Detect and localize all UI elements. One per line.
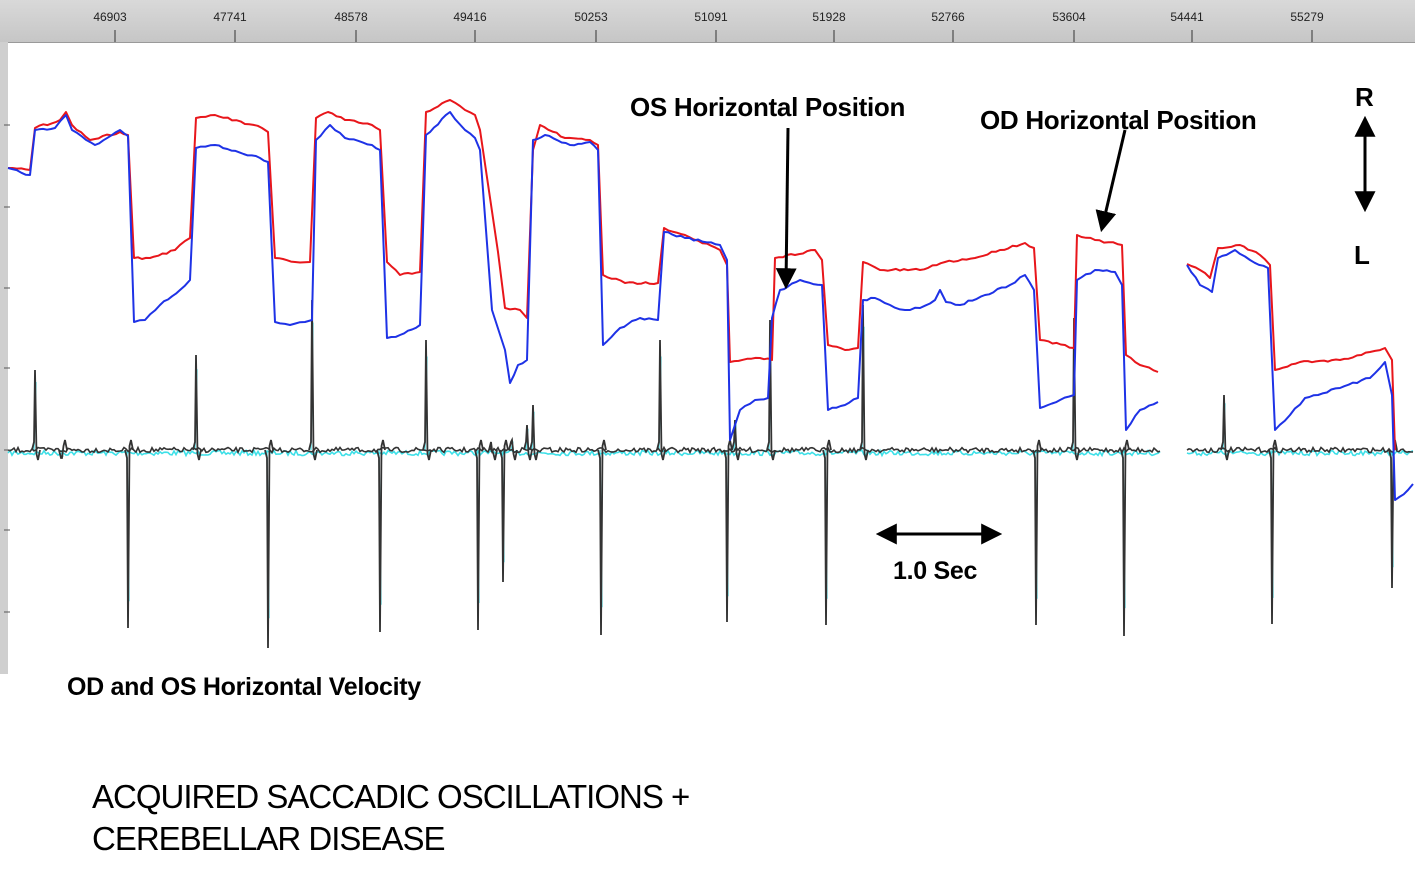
velocity-spike xyxy=(731,419,741,461)
ruler-tick-label: 49416 xyxy=(453,10,487,24)
ruler-tick-label: 46903 xyxy=(93,10,127,24)
velocity-spike xyxy=(499,439,509,583)
ruler-tick-label: 53604 xyxy=(1052,10,1086,24)
velocity-spike xyxy=(523,424,533,461)
velocity-spike xyxy=(474,439,484,631)
velocity-spike xyxy=(264,439,274,649)
velocity-spike xyxy=(529,404,539,461)
velocity-spike xyxy=(31,369,41,461)
ruler-tick-label: 51091 xyxy=(694,10,728,24)
ruler-tick-label: 47741 xyxy=(213,10,247,24)
ruler-tick-label: 50253 xyxy=(574,10,608,24)
velocity-spike xyxy=(1268,439,1278,625)
velocity-spike xyxy=(656,339,666,461)
velocity-spike xyxy=(488,441,498,461)
ruler-tick-label: 48578 xyxy=(334,10,368,24)
velocity-spike xyxy=(822,439,832,626)
annotation-arrows xyxy=(775,115,1376,545)
ruler-tick-label: 51928 xyxy=(812,10,846,24)
velocity-label: OD and OS Horizontal Velocity xyxy=(67,673,421,701)
os-position-trace xyxy=(7,111,1414,501)
ruler-ticks: 46903 47741 48578 49416 50253 51091 51928 52766… xyxy=(93,10,1324,42)
velocity-spike xyxy=(1220,394,1230,461)
r-label: R xyxy=(1355,82,1374,112)
caption-line-1: ACQUIRED SACCADIC OSCILLATIONS + xyxy=(92,778,690,815)
os-position-arrow xyxy=(775,127,797,290)
velocity-spike xyxy=(58,439,68,459)
velocity-spike xyxy=(766,319,776,461)
od-position-trace xyxy=(8,99,1396,451)
velocity-spike xyxy=(859,304,869,461)
velocity-spike xyxy=(597,439,607,636)
velocity-spike xyxy=(192,354,202,461)
ruler-tick-label: 52766 xyxy=(931,10,965,24)
velocity-spike xyxy=(422,339,432,461)
l-label: L xyxy=(1354,240,1370,270)
os-position-label: OS Horizontal Position xyxy=(630,92,906,122)
velocity-spike xyxy=(1032,439,1042,626)
velocity-spike xyxy=(308,299,318,461)
velocity-spike xyxy=(508,436,518,461)
caption-line-2: CEREBELLAR DISEASE xyxy=(92,820,445,857)
od-position-arrow xyxy=(1095,129,1127,233)
time-ruler: 46903 47741 48578 49416 50253 51091 51928 52766… xyxy=(0,0,1415,43)
time-scale-label: 1.0 Sec xyxy=(893,557,978,585)
traces-group xyxy=(7,99,1414,649)
velocity-spike xyxy=(376,439,386,633)
velocity-spike xyxy=(1120,439,1130,637)
ruler-tick-label: 54441 xyxy=(1170,10,1204,24)
ruler-tick-label: 55279 xyxy=(1290,10,1324,24)
left-axis-strip xyxy=(0,42,8,674)
velocity-spike xyxy=(723,439,733,623)
od-position-label: OD Horizontal Position xyxy=(980,105,1257,135)
velocity-spike xyxy=(124,439,134,629)
